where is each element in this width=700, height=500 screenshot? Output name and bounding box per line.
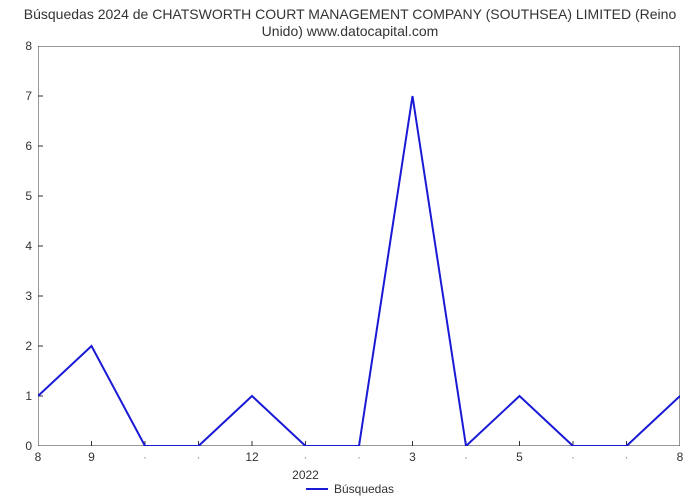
y-tick-label: 3: [25, 289, 38, 303]
x-tick-label: ·: [357, 446, 361, 464]
x-tick-label: 12: [245, 446, 258, 464]
chart-title: Búsquedas 2024 de CHATSWORTH COURT MANAG…: [10, 6, 690, 40]
x-tick-label: 9: [88, 446, 95, 464]
x-tick-label: 8: [677, 446, 684, 464]
y-tick-label: 1: [25, 389, 38, 403]
chart-title-line-1: Búsquedas 2024 de CHATSWORTH COURT MANAG…: [24, 6, 676, 22]
y-tick-label: 6: [25, 139, 38, 153]
chart-container: Búsquedas 2024 de CHATSWORTH COURT MANAG…: [0, 0, 700, 500]
series-line: [38, 96, 680, 446]
x-tick-label: ·: [464, 446, 468, 464]
y-tick-label: 4: [25, 239, 38, 253]
chart-title-line-2: Unido) www.datocapital.com: [262, 23, 439, 39]
y-tick-label: 5: [25, 189, 38, 203]
x-tick-label: ·: [197, 446, 201, 464]
x-tick-label: 3: [409, 446, 416, 464]
chart-plot-area: 01234567889··12··3·5··82022: [38, 46, 680, 446]
legend-series-label: Búsquedas: [334, 482, 394, 496]
legend-swatch-icon: [306, 488, 328, 490]
x-tick-label: ·: [625, 446, 629, 464]
x-tick-label: ·: [143, 446, 147, 464]
y-tick-label: 8: [25, 39, 38, 53]
x-group-label: 2022: [292, 446, 319, 482]
line-chart-svg: [38, 46, 680, 446]
x-tick-label: ·: [571, 446, 575, 464]
y-tick-label: 2: [25, 339, 38, 353]
y-tick-label: 7: [25, 89, 38, 103]
x-tick-label: 8: [35, 446, 42, 464]
chart-legend: Búsquedas: [306, 482, 394, 496]
x-tick-label: 5: [516, 446, 523, 464]
